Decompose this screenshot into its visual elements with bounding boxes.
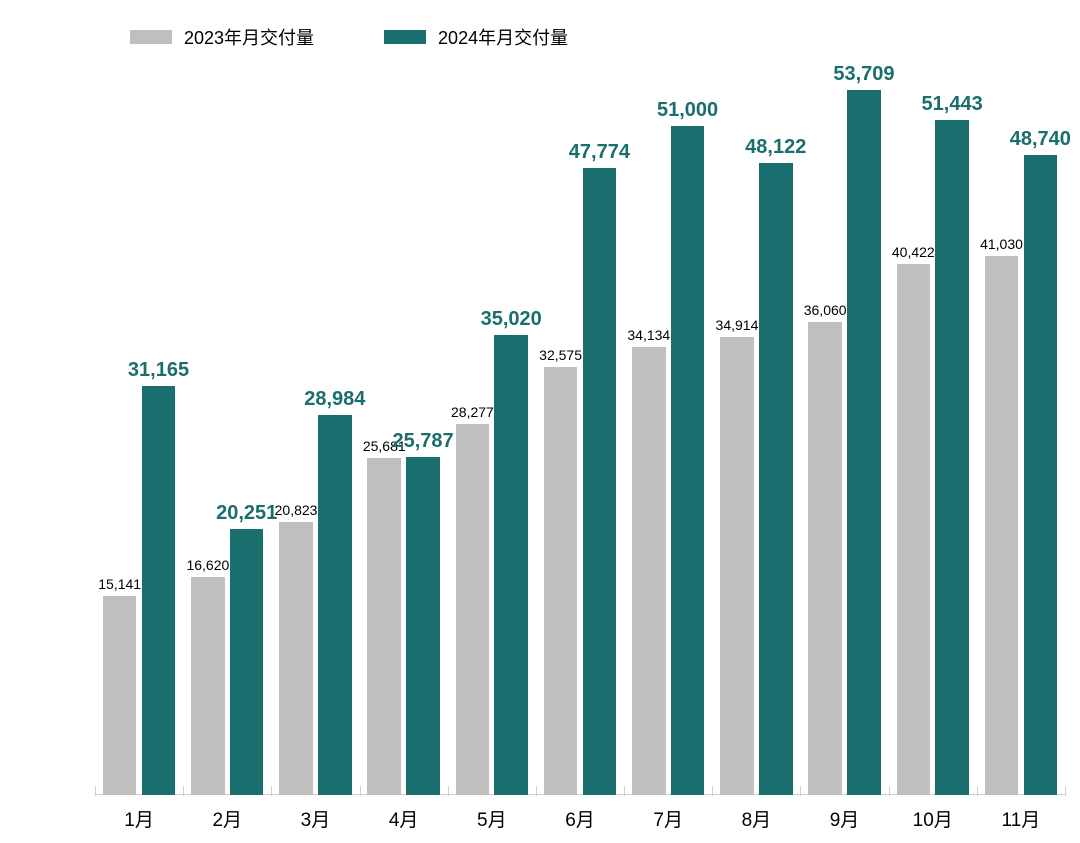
value-label-s2023: 34,134 — [627, 327, 670, 343]
x-axis-label: 10月 — [913, 795, 953, 832]
delivery-bar-chart: 2023年月交付量 2024年月交付量 1月 15,141 31,165 2月 16,6… — [0, 0, 1080, 843]
value-label-s2024: 47,774 — [569, 141, 630, 164]
x-tick — [448, 786, 449, 796]
bar-s2023 — [191, 577, 225, 795]
value-label-s2023: 32,575 — [539, 347, 582, 363]
value-label-s2024: 48,740 — [1010, 128, 1071, 151]
bar-s2024 — [847, 90, 881, 795]
x-axis-label: 11月 — [1002, 795, 1041, 832]
bar-s2023 — [720, 337, 754, 795]
value-label-s2023: 41,030 — [980, 236, 1023, 252]
bar-s2024 — [318, 415, 352, 795]
x-axis-label: 1月 — [124, 795, 154, 832]
value-label-s2024: 28,984 — [304, 388, 365, 411]
bar-s2024 — [142, 386, 176, 795]
bar-s2024 — [671, 126, 705, 795]
bar-s2024 — [406, 457, 440, 795]
legend-swatch-2023 — [130, 30, 172, 44]
bar-s2023 — [367, 458, 401, 795]
legend: 2023年月交付量 2024年月交付量 — [130, 24, 568, 50]
value-label-s2024: 31,165 — [128, 359, 189, 382]
value-label-s2024: 51,000 — [657, 99, 718, 122]
x-axis-label: 8月 — [742, 795, 772, 832]
x-axis-label: 3月 — [301, 795, 331, 832]
value-label-s2023: 28,277 — [451, 404, 494, 420]
bar-s2023 — [279, 522, 313, 795]
bar-s2024 — [583, 168, 617, 795]
x-axis-label: 4月 — [389, 795, 419, 832]
value-label-s2023: 15,141 — [98, 576, 141, 592]
x-tick — [1065, 786, 1066, 796]
bar-s2024 — [230, 529, 264, 795]
x-tick — [889, 786, 890, 796]
x-tick — [183, 786, 184, 796]
value-label-s2024: 48,122 — [745, 136, 806, 159]
legend-item-2023: 2023年月交付量 — [130, 24, 314, 50]
x-tick — [624, 786, 625, 796]
x-axis-label: 2月 — [212, 795, 242, 832]
bar-s2023 — [544, 367, 578, 795]
value-label-s2024: 20,251 — [216, 502, 277, 525]
bar-s2023 — [456, 424, 490, 795]
x-tick — [712, 786, 713, 796]
value-label-s2024: 51,443 — [922, 93, 983, 116]
bar-s2023 — [632, 347, 666, 795]
value-label-s2023: 36,060 — [804, 302, 847, 318]
bar-s2023 — [985, 256, 1019, 795]
bar-s2023 — [808, 322, 842, 795]
x-tick — [360, 786, 361, 796]
value-label-s2023: 16,620 — [186, 557, 229, 573]
value-label-s2024: 53,709 — [833, 63, 894, 86]
bar-s2023 — [897, 264, 931, 795]
bar-s2024 — [494, 335, 528, 795]
x-tick — [536, 786, 537, 796]
value-label-s2023: 20,823 — [275, 502, 318, 518]
legend-swatch-2024 — [384, 30, 426, 44]
bar-s2023 — [103, 596, 137, 795]
x-tick — [977, 786, 978, 796]
value-label-s2023: 40,422 — [892, 244, 935, 260]
x-axis-label: 6月 — [565, 795, 595, 832]
value-label-s2024: 25,787 — [392, 430, 453, 453]
value-label-s2024: 35,020 — [481, 308, 542, 331]
bar-s2024 — [1024, 155, 1058, 795]
plot-area: 1月15,14131,1652月16,62020,2513月20,82328,9… — [95, 60, 1065, 795]
bar-s2024 — [759, 163, 793, 795]
legend-item-2024: 2024年月交付量 — [384, 24, 568, 50]
value-label-s2023: 34,914 — [716, 317, 759, 333]
x-axis-label: 9月 — [830, 795, 860, 832]
x-tick — [800, 786, 801, 796]
x-axis-label: 7月 — [653, 795, 683, 832]
x-tick — [95, 786, 96, 796]
bar-s2024 — [935, 120, 969, 795]
legend-label-2024: 2024年月交付量 — [438, 24, 568, 50]
x-tick — [271, 786, 272, 796]
legend-label-2023: 2023年月交付量 — [184, 24, 314, 50]
x-axis-label: 5月 — [477, 795, 507, 832]
